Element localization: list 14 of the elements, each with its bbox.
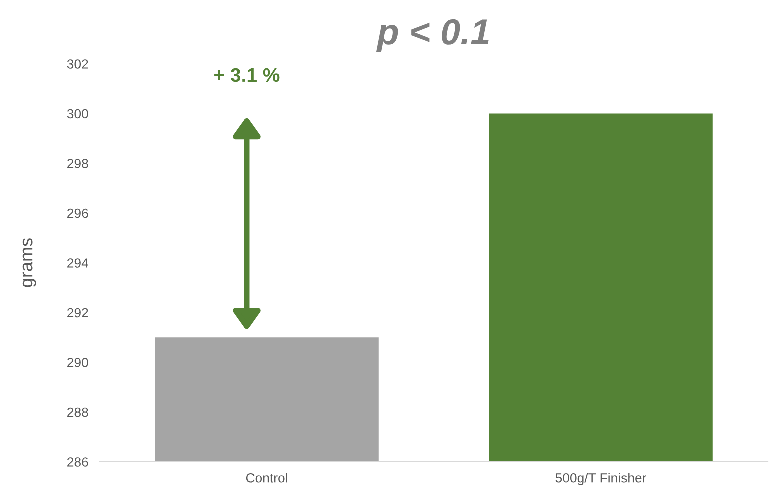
y-tick-label: 294 [68,258,89,268]
y-tick-label: 292 [68,308,88,318]
y-axis-title: grams [22,238,36,288]
annotation: + 3.1 % [214,68,280,82]
x-tick-label: 500g/T Finisher [556,473,647,486]
y-tick-label: 302 [67,60,88,69]
y-tick-label: 288 [68,408,88,418]
chart-title: p < 0.1 [376,19,489,52]
y-tick-label: 298 [68,159,88,168]
x-tick-label: Control [246,473,288,483]
y-tick-label: 286 [68,458,88,467]
y-tick-label: 300 [67,109,88,119]
y-tick-label: 296 [68,208,88,218]
y-tick-label: 290 [68,358,88,368]
